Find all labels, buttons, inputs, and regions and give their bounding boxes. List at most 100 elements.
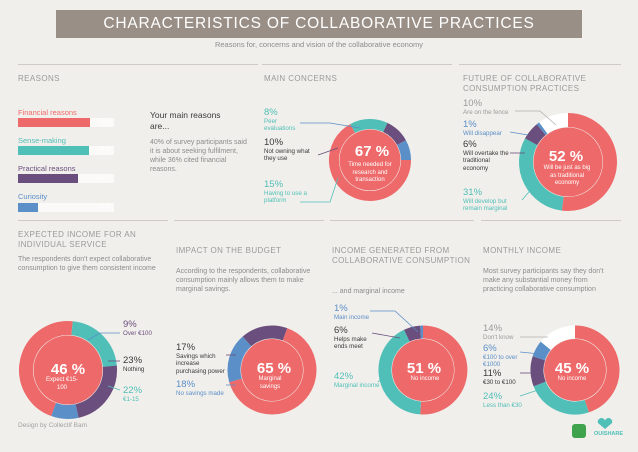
bar-curiosity — [18, 203, 39, 212]
monthly-donut-segment-4 — [540, 325, 576, 351]
generated-donut-segment-2 — [404, 325, 422, 342]
future-label: Will disappear — [463, 130, 502, 137]
monthly-label: Don't know — [483, 334, 514, 341]
generated-leader-2 — [371, 332, 401, 339]
future-label: Are on the fence — [463, 109, 509, 116]
concerns-center-pct: 67 % — [354, 143, 390, 160]
bar-value: 75% — [97, 119, 110, 125]
divider — [18, 64, 258, 65]
expected-pct: 9% — [123, 319, 137, 330]
generated-label: Main income — [334, 314, 370, 321]
future-label: Will overtake the traditional economy — [463, 150, 509, 172]
monthly-center-text: No income — [557, 376, 587, 382]
monthly-donut-segment-0 — [574, 325, 620, 413]
bar-label-curiosity: Curiosity — [18, 192, 48, 201]
future-donut-segment-2 — [525, 124, 546, 146]
expected-center-pct: 46 % — [50, 361, 86, 378]
impact-pct: 17% — [176, 342, 196, 353]
future-pct: 6% — [463, 139, 477, 150]
bar-label-sense: Sense-making — [18, 136, 66, 145]
expected-donut-segment-3 — [51, 402, 79, 419]
divider — [330, 220, 474, 221]
impact-pct: 18% — [176, 379, 196, 390]
expected-leader-1 — [87, 332, 120, 341]
generated-label: Helps make ends meet — [334, 336, 367, 351]
monthly-donut-center — [544, 339, 606, 401]
future-donut-segment-1 — [519, 138, 564, 211]
monthly-donut-segment-2 — [530, 356, 546, 387]
bar-value: 74% — [97, 147, 110, 153]
impact-donut-segment-1 — [227, 336, 252, 383]
generated-heading: INCOME GENERATED FROM COLLABORATIVE CONS… — [332, 246, 471, 265]
divider — [262, 64, 452, 65]
expected-pct: 22% — [123, 385, 143, 396]
future-donut-segment-3 — [536, 122, 548, 136]
impact-label: Savings which increase purchasing power — [176, 353, 225, 375]
future-donut-center — [533, 127, 603, 197]
concerns-donut-segment-3 — [397, 140, 411, 161]
concern-label: Not owning what they use — [264, 148, 310, 163]
monthly-pct: 14% — [483, 323, 503, 334]
generated-text: ... and marginal income — [332, 288, 405, 295]
bar-value: 21% — [97, 204, 110, 210]
bar-practical — [18, 174, 78, 183]
bar-sense — [18, 146, 90, 155]
concern-label: Having to use a platform — [264, 190, 307, 205]
monthly-label: €30 to €100 — [483, 379, 516, 386]
monthly-center-pct: 45 % — [554, 360, 590, 377]
expected-heading: EXPECTED INCOME FOR AN INDIVIDUAL SERVIC… — [18, 230, 137, 249]
concern-pct: 8% — [264, 107, 278, 118]
heart-icon — [596, 418, 614, 430]
concern-pct: 15% — [264, 179, 284, 190]
impact-label: No savings made — [176, 390, 224, 397]
future-pct: 1% — [463, 119, 477, 130]
monthly-pct: 6% — [483, 343, 497, 354]
expected-donut-segment-1 — [71, 321, 117, 368]
design-credit: Design by Collectif Bam — [18, 422, 87, 429]
future-label: Will develop but remain marginal — [463, 198, 508, 213]
bar-value: 62% — [97, 175, 110, 181]
brand-name: OUISHARE — [594, 431, 624, 437]
expected-label: Over €100 — [123, 330, 152, 337]
future-donut-segment-0 — [561, 113, 617, 211]
expected-leader-3 — [107, 385, 121, 391]
monthly-pct: 24% — [483, 391, 503, 402]
page-title: CHARACTERISTICS OF COLLABORATIVE PRACTIC… — [56, 10, 582, 38]
expected-label: Nothing — [123, 366, 145, 373]
monthly-heading: MONTHLY INCOME — [483, 246, 562, 255]
expected-pct: 23% — [123, 355, 143, 366]
bar-track: 21% — [18, 203, 114, 212]
impact-center-text: Marginal savings — [258, 376, 282, 390]
bar-label-financial: Financial reasons — [18, 108, 77, 117]
impact-donut-segment-0 — [229, 328, 317, 415]
expected-text: The respondents don't expect collaborati… — [18, 256, 156, 272]
concerns-leader-1 — [300, 122, 361, 129]
divider — [18, 220, 168, 221]
generated-donut-segment-1 — [378, 329, 422, 415]
monthly-donut-segment-1 — [533, 381, 589, 415]
generated-pct: 42% — [334, 371, 354, 382]
future-leader-2 — [509, 131, 529, 136]
generated-label: Marginal income — [334, 382, 380, 389]
monthly-label: €100 to over €1000 — [483, 354, 518, 369]
future-leader-4 — [521, 185, 535, 201]
generated-donut-segment-0 — [420, 325, 468, 415]
impact-donut-center — [241, 339, 303, 401]
page-subtitle: Reasons for, concerns and vision of the … — [214, 40, 424, 49]
bar-financial — [18, 118, 90, 127]
concerns-heading: MAIN CONCERNS — [264, 74, 338, 83]
bar-track: 74% — [18, 146, 114, 155]
concerns-leader-3 — [300, 177, 339, 203]
monthly-donut-segment-3 — [532, 341, 551, 361]
generated-center-text: No income — [410, 376, 440, 382]
future-center-text: Will be just as big as traditional econo… — [543, 165, 591, 186]
partner-logo — [572, 424, 586, 438]
concerns-leader-2 — [317, 147, 339, 156]
generated-pct: 1% — [334, 303, 348, 314]
impact-donut-segment-2 — [242, 325, 288, 347]
reasons-heading: REASONS — [18, 74, 60, 83]
future-leader-1 — [515, 110, 557, 126]
impact-center-pct: 65 % — [256, 360, 292, 377]
divider — [481, 220, 621, 221]
